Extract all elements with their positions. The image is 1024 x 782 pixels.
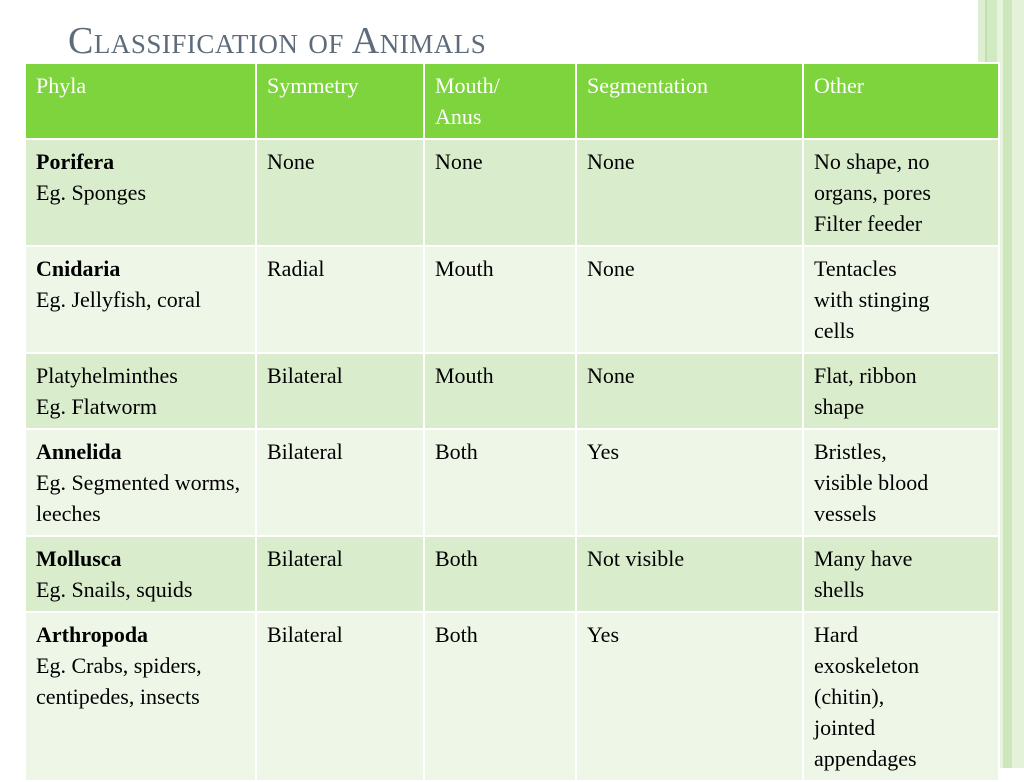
mouth-anus-cell: None bbox=[423, 138, 577, 247]
phylum-cell: Mollusca Eg. Snails, squids bbox=[24, 535, 257, 613]
other-line: exoskeleton bbox=[814, 653, 920, 678]
other-cell: Many have shells bbox=[802, 535, 1000, 613]
mouth-anus-cell: Mouth bbox=[423, 352, 577, 430]
segmentation-cell: Yes bbox=[575, 428, 804, 537]
other-line: cells bbox=[814, 318, 855, 343]
table-row: Porifera Eg. Sponges None None None No s… bbox=[24, 138, 1000, 247]
phylum-cell: Arthropoda Eg. Crabs, spiders, centipede… bbox=[24, 611, 257, 782]
phylum-name: Cnidaria bbox=[36, 256, 121, 281]
other-line: Bristles, bbox=[814, 439, 887, 464]
other-line: organs, pores bbox=[814, 180, 931, 205]
phylum-name: Platyhelminthes bbox=[36, 363, 178, 388]
phylum-name: Mollusca bbox=[36, 546, 122, 571]
table-row: Cnidaria Eg. Jellyfish, coral Radial Mou… bbox=[24, 245, 1000, 354]
table-row: Platyhelminthes Eg. Flatworm Bilateral M… bbox=[24, 352, 1000, 430]
phylum-cell: Platyhelminthes Eg. Flatworm bbox=[24, 352, 257, 430]
other-cell: Flat, ribbon shape bbox=[802, 352, 1000, 430]
other-line: Flat, ribbon bbox=[814, 363, 917, 388]
symmetry-cell: None bbox=[255, 138, 425, 247]
table-row: Annelida Eg. Segmented worms, leeches Bi… bbox=[24, 428, 1000, 537]
symmetry-cell: Bilateral bbox=[255, 611, 425, 782]
mouth-anus-cell: Mouth bbox=[423, 245, 577, 354]
phylum-example: Eg. Jellyfish, coral bbox=[36, 287, 201, 312]
other-line: shape bbox=[814, 394, 865, 419]
header-mouth-anus: Mouth/ Anus bbox=[423, 62, 577, 140]
mouth-anus-cell: Both bbox=[423, 535, 577, 613]
phylum-name: Arthropoda bbox=[36, 622, 149, 647]
phylum-cell: Cnidaria Eg. Jellyfish, coral bbox=[24, 245, 257, 354]
other-cell: Bristles, visible blood vessels bbox=[802, 428, 1000, 537]
other-line: with stinging bbox=[814, 287, 930, 312]
other-line: Filter feeder bbox=[814, 211, 923, 236]
symmetry-cell: Radial bbox=[255, 245, 425, 354]
segmentation-cell: None bbox=[575, 245, 804, 354]
other-line: visible blood bbox=[814, 470, 929, 495]
segmentation-cell: None bbox=[575, 138, 804, 247]
other-line: vessels bbox=[814, 501, 877, 526]
header-segmentation: Segmentation bbox=[575, 62, 804, 140]
segmentation-cell: None bbox=[575, 352, 804, 430]
table-header-row: Phyla Symmetry Mouth/ Anus Segmentation … bbox=[24, 62, 1000, 140]
decorative-stripe bbox=[1012, 0, 1024, 768]
phylum-name: Annelida bbox=[36, 439, 122, 464]
mouth-anus-cell: Both bbox=[423, 611, 577, 782]
table-row: Arthropoda Eg. Crabs, spiders, centipede… bbox=[24, 611, 1000, 782]
decorative-stripe bbox=[997, 0, 1003, 768]
other-cell: Tentacles with stinging cells bbox=[802, 245, 1000, 354]
other-cell: Hard exoskeleton (chitin), jointed appen… bbox=[802, 611, 1000, 782]
symmetry-cell: Bilateral bbox=[255, 352, 425, 430]
symmetry-cell: Bilateral bbox=[255, 428, 425, 537]
phylum-example: Eg. Sponges bbox=[36, 180, 146, 205]
decorative-stripe bbox=[1003, 0, 1012, 768]
mouth-anus-cell: Both bbox=[423, 428, 577, 537]
segmentation-cell: Yes bbox=[575, 611, 804, 782]
phylum-name: Porifera bbox=[36, 149, 115, 174]
phylum-example: Eg. Flatworm bbox=[36, 394, 157, 419]
slide-title: Classification of Animals bbox=[68, 20, 487, 62]
segmentation-cell: Not visible bbox=[575, 535, 804, 613]
phylum-example: Eg. Crabs, spiders, centipedes, insects bbox=[36, 653, 202, 709]
phylum-cell: Porifera Eg. Sponges bbox=[24, 138, 257, 247]
other-line: Tentacles bbox=[814, 256, 897, 281]
header-symmetry: Symmetry bbox=[255, 62, 425, 140]
other-line: Hard bbox=[814, 622, 858, 647]
symmetry-cell: Bilateral bbox=[255, 535, 425, 613]
phylum-example: Eg. Segmented worms, leeches bbox=[36, 470, 241, 526]
classification-table: Phyla Symmetry Mouth/ Anus Segmentation … bbox=[24, 62, 1000, 782]
header-other: Other bbox=[802, 62, 1000, 140]
phylum-cell: Annelida Eg. Segmented worms, leeches bbox=[24, 428, 257, 537]
other-cell: No shape, no organs, pores Filter feeder bbox=[802, 138, 1000, 247]
table-row: Mollusca Eg. Snails, squids Bilateral Bo… bbox=[24, 535, 1000, 613]
other-line: shells bbox=[814, 577, 865, 602]
other-line: appendages bbox=[814, 746, 917, 771]
other-line: Many have bbox=[814, 546, 913, 571]
phylum-example: Eg. Snails, squids bbox=[36, 577, 193, 602]
other-line: (chitin), bbox=[814, 684, 885, 709]
header-phyla: Phyla bbox=[24, 62, 257, 140]
header-mouth-anus-line: Mouth/ bbox=[435, 73, 500, 98]
other-line: No shape, no bbox=[814, 149, 930, 174]
header-mouth-anus-line: Anus bbox=[435, 104, 482, 129]
other-line: jointed bbox=[814, 715, 876, 740]
